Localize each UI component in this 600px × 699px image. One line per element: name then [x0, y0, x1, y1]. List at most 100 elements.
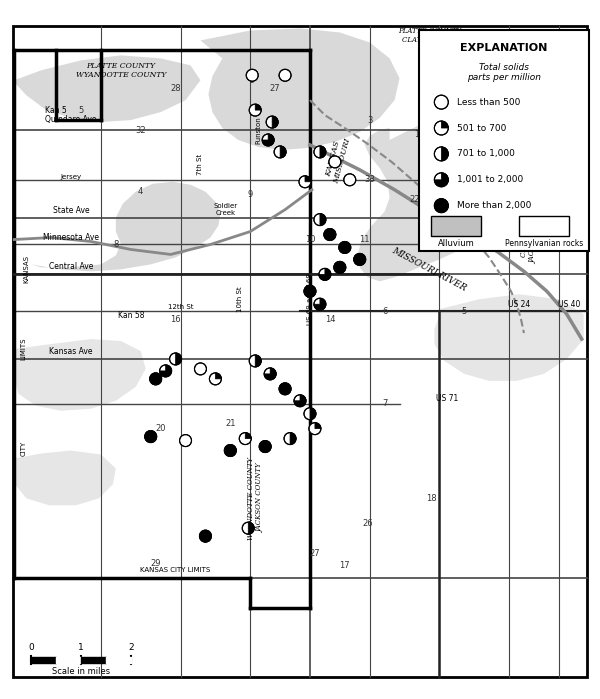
Circle shape — [294, 395, 306, 407]
Circle shape — [279, 69, 291, 81]
Text: 2: 2 — [128, 642, 134, 651]
Circle shape — [344, 174, 356, 186]
Polygon shape — [14, 55, 200, 122]
Text: 16: 16 — [170, 315, 181, 324]
Circle shape — [145, 431, 157, 442]
Text: WYANDOTTE COUNTY
JACKSON COUNTY: WYANDOTTE COUNTY JACKSON COUNTY — [247, 457, 264, 540]
Text: Central Ave: Central Ave — [49, 262, 93, 271]
Circle shape — [199, 530, 211, 542]
Circle shape — [209, 373, 221, 385]
Text: 11: 11 — [359, 235, 370, 244]
Wedge shape — [255, 104, 261, 110]
Text: CITY: CITY — [20, 441, 26, 456]
Bar — [431, 215, 481, 236]
Circle shape — [266, 116, 278, 128]
Wedge shape — [248, 522, 254, 534]
Text: EXPLANATION: EXPLANATION — [460, 43, 548, 53]
Wedge shape — [264, 368, 276, 380]
Wedge shape — [314, 298, 326, 310]
Wedge shape — [272, 116, 278, 128]
Text: 21: 21 — [225, 419, 236, 428]
Text: US 24: US 24 — [508, 300, 530, 309]
Text: Alluvium: Alluvium — [438, 239, 475, 248]
Circle shape — [259, 440, 271, 452]
Text: MISSOURI RIVER: MISSOURI RIVER — [391, 246, 468, 293]
Wedge shape — [245, 433, 251, 438]
Text: US 71: US 71 — [436, 394, 458, 403]
Circle shape — [339, 241, 351, 254]
Wedge shape — [262, 134, 274, 146]
Text: 26: 26 — [362, 519, 373, 528]
Wedge shape — [315, 423, 321, 428]
Circle shape — [249, 104, 261, 116]
Circle shape — [170, 353, 182, 365]
Circle shape — [434, 95, 448, 109]
Circle shape — [274, 146, 286, 158]
Circle shape — [249, 355, 261, 367]
Circle shape — [242, 522, 254, 534]
Text: Quindaro Ave: Quindaro Ave — [46, 115, 97, 124]
Text: Scale in miles: Scale in miles — [52, 667, 110, 676]
Text: 9: 9 — [248, 190, 253, 199]
Text: 701 to 1,000: 701 to 1,000 — [457, 150, 515, 159]
Text: 27: 27 — [270, 84, 280, 93]
Text: Kan 58: Kan 58 — [118, 310, 144, 319]
Circle shape — [299, 176, 311, 188]
Circle shape — [224, 445, 236, 456]
Wedge shape — [279, 383, 291, 395]
Wedge shape — [280, 146, 286, 158]
Text: Total solids
parts per million: Total solids parts per million — [467, 63, 541, 82]
Circle shape — [324, 229, 336, 240]
Text: 10: 10 — [305, 235, 315, 244]
Text: 10th St: 10th St — [237, 287, 243, 312]
Text: PLATTE COUNTY
WYANDOTTE COUNTY: PLATTE COUNTY WYANDOTTE COUNTY — [76, 62, 166, 79]
Circle shape — [304, 285, 316, 297]
Text: Pennsylvanian rocks: Pennsylvanian rocks — [505, 239, 583, 248]
Wedge shape — [320, 214, 326, 226]
Text: State Ave: State Ave — [53, 206, 89, 215]
Circle shape — [314, 298, 326, 310]
Wedge shape — [324, 229, 336, 240]
Text: Minnesota Ave: Minnesota Ave — [43, 233, 99, 241]
Wedge shape — [199, 530, 211, 542]
Text: 5: 5 — [79, 106, 83, 115]
Wedge shape — [255, 355, 261, 367]
Circle shape — [279, 383, 291, 395]
Text: US 40: US 40 — [557, 300, 580, 309]
Text: 1: 1 — [248, 75, 253, 85]
Polygon shape — [434, 294, 584, 381]
Text: Soldier
Creek: Soldier Creek — [213, 203, 238, 216]
Circle shape — [304, 408, 316, 419]
Wedge shape — [339, 241, 351, 254]
Wedge shape — [259, 440, 271, 452]
Wedge shape — [290, 433, 296, 445]
Circle shape — [149, 373, 161, 385]
Polygon shape — [358, 102, 584, 281]
Text: 18: 18 — [426, 493, 437, 503]
Text: 32: 32 — [136, 126, 146, 134]
Text: 5: 5 — [461, 307, 467, 316]
Polygon shape — [14, 451, 116, 505]
Text: 0: 0 — [28, 642, 34, 651]
Wedge shape — [310, 408, 316, 419]
Text: CLAY COUNTY
JACKSON COUNTY: CLAY COUNTY JACKSON COUNTY — [520, 195, 538, 264]
Text: 14: 14 — [325, 315, 335, 324]
Circle shape — [434, 199, 448, 212]
Circle shape — [179, 435, 191, 447]
Wedge shape — [145, 431, 157, 442]
Circle shape — [309, 423, 321, 435]
Text: 4: 4 — [138, 187, 143, 196]
Text: 501 to 700: 501 to 700 — [457, 124, 506, 133]
Circle shape — [262, 134, 274, 146]
Circle shape — [319, 268, 331, 280]
Text: Kan 5: Kan 5 — [45, 106, 67, 115]
Wedge shape — [294, 395, 306, 407]
Wedge shape — [434, 173, 448, 187]
Text: Funston: Funston — [255, 116, 261, 144]
Circle shape — [314, 214, 326, 226]
Text: LIMITS: LIMITS — [20, 338, 26, 360]
Wedge shape — [224, 445, 236, 456]
Circle shape — [434, 121, 448, 135]
Text: KANSAS CITY LIMITS: KANSAS CITY LIMITS — [140, 567, 211, 573]
Text: 1,001 to 2,000: 1,001 to 2,000 — [457, 175, 524, 185]
